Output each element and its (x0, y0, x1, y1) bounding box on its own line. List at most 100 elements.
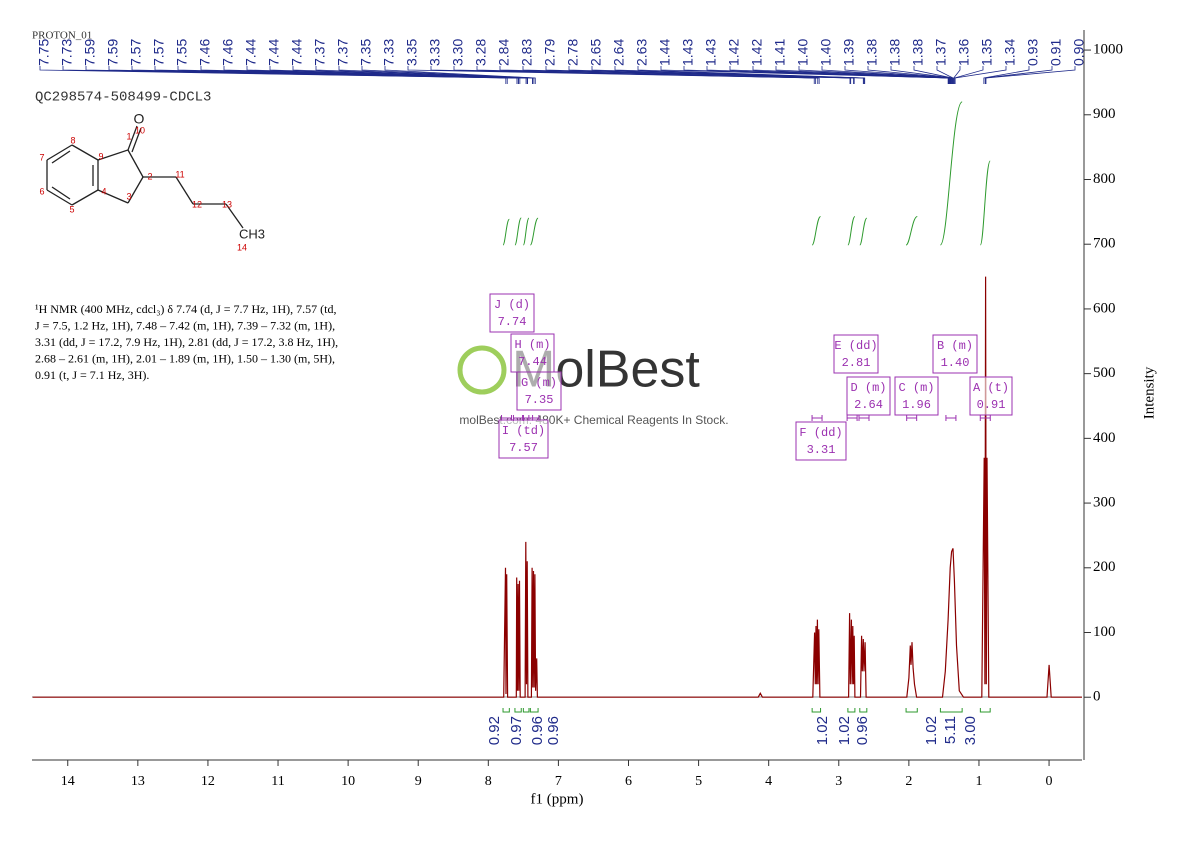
chart-title: QC298574-508499-CDCL3 (35, 90, 211, 106)
y-tick-label: 700 (1093, 236, 1116, 252)
peak-label: 7.75 (36, 39, 52, 66)
peak-label: 1.35 (979, 39, 995, 66)
integral-label: 3.00 (962, 716, 979, 745)
peak-connector (775, 66, 951, 84)
peak-label: 2.79 (542, 39, 558, 66)
integral-curve (522, 217, 530, 246)
x-tick-label: 2 (905, 774, 912, 789)
multiplet-box (833, 334, 879, 374)
peak-label: 1.40 (818, 39, 834, 66)
integral-bracket (502, 708, 510, 713)
peak-label: 2.84 (496, 39, 512, 66)
multiplet-label: B (m) (937, 339, 973, 353)
integral-label: 1.02 (814, 716, 831, 745)
peak-label: 1.43 (703, 39, 719, 66)
x-tick-label: 14 (61, 774, 75, 789)
peak-connector (954, 66, 1007, 84)
peak-label: 1.41 (772, 39, 788, 66)
multiplet-label: F (dd) (799, 426, 842, 440)
x-tick-label: 6 (625, 774, 632, 789)
peak-label: 1.42 (726, 39, 742, 66)
integral-curve (979, 160, 991, 246)
peak-label: 1.34 (1002, 39, 1018, 66)
atom-label: 5 (69, 204, 74, 214)
atom-label: 9 (98, 151, 103, 161)
watermark-logo (457, 345, 507, 395)
peak-label: 1.37 (933, 39, 949, 66)
integral-curve (859, 217, 868, 246)
multiplet-range (512, 415, 524, 421)
integral-label: 0.92 (486, 716, 503, 745)
integral-label: 5.11 (942, 716, 959, 744)
integral-label: 0.97 (508, 716, 525, 745)
y-tick-label: 400 (1093, 430, 1116, 446)
peak-label: 7.35 (358, 39, 374, 66)
atom-label: 8 (70, 135, 75, 145)
peak-label: 3.35 (404, 39, 420, 66)
peak-connector (384, 66, 536, 84)
x-tick-label: 10 (341, 774, 355, 789)
multiplet-shift: 2.81 (842, 356, 871, 370)
peak-connector (706, 66, 950, 84)
peak-label: 7.46 (220, 39, 236, 66)
integral-curve (529, 217, 539, 246)
y-tick-label: 1000 (1093, 41, 1123, 57)
atom-label: CH3 (239, 226, 265, 241)
peak-connector (913, 66, 953, 84)
multiplet-box (932, 334, 978, 374)
peak-label: 1.40 (795, 39, 811, 66)
x-tick-label: 5 (695, 774, 702, 789)
peak-label: 1.38 (864, 39, 880, 66)
peak-label: 7.44 (289, 39, 305, 66)
peak-label: 0.93 (1025, 39, 1041, 66)
peak-label: 1.42 (749, 39, 765, 66)
x-tick-label: 13 (131, 774, 145, 789)
y-tick-label: 100 (1093, 624, 1116, 640)
integral-bracket (847, 708, 856, 713)
description-line: ¹H NMR (400 MHz, cdcl₃) δ 7.74 (d, J = 7… (35, 302, 337, 316)
peak-label: 2.64 (611, 39, 627, 66)
multiplet-range (811, 415, 823, 421)
peak-label: 3.28 (473, 39, 489, 66)
multiplet-range (846, 415, 858, 421)
atom-label: O (134, 111, 145, 127)
description-line: 2.68 – 2.61 (m, 1H), 2.01 – 1.89 (m, 1H)… (35, 351, 335, 365)
peak-connector (844, 66, 953, 84)
multiplet-box (894, 376, 939, 416)
multiplet-shift: 7.74 (498, 315, 527, 329)
integral-label: 0.96 (545, 716, 562, 745)
multiplet-shift: 7.35 (525, 393, 554, 407)
multiplet-box (969, 376, 1013, 416)
atom-label: 12 (192, 199, 202, 209)
peak-label: 1.36 (956, 39, 972, 66)
atom-label: 2 (147, 171, 152, 181)
integral-curve (811, 215, 822, 246)
peak-label: 7.59 (82, 39, 98, 66)
x-tick-label: 1 (975, 774, 982, 789)
description-line: 0.91 (t, J = 7.1 Hz, 3H). (35, 368, 149, 382)
integral-bracket (811, 708, 822, 713)
peak-label: 7.46 (197, 39, 213, 66)
peak-label: 1.38 (887, 39, 903, 66)
multiplet-shift: 2.64 (854, 398, 883, 412)
peak-connector (984, 66, 1053, 84)
atom-label: 3 (126, 191, 131, 201)
peak-label: 7.33 (381, 39, 397, 66)
peak-label: 2.63 (634, 39, 650, 66)
peak-label: 3.30 (450, 39, 466, 66)
integral-curve (847, 215, 856, 246)
spectrum (32, 276, 1082, 698)
integral-label: 1.02 (923, 716, 940, 745)
y-tick-label: 500 (1093, 365, 1116, 381)
multiplet-shift: 3.31 (807, 443, 836, 457)
peak-label: 7.57 (151, 39, 167, 66)
atom-label: 14 (237, 242, 247, 252)
integral-curve (939, 101, 963, 246)
peak-label: 7.44 (266, 39, 282, 66)
multiplet-box (516, 371, 562, 411)
header-text: PROTON_01 (32, 30, 92, 42)
peak-label: 1.38 (910, 39, 926, 66)
peak-connector (821, 66, 952, 84)
